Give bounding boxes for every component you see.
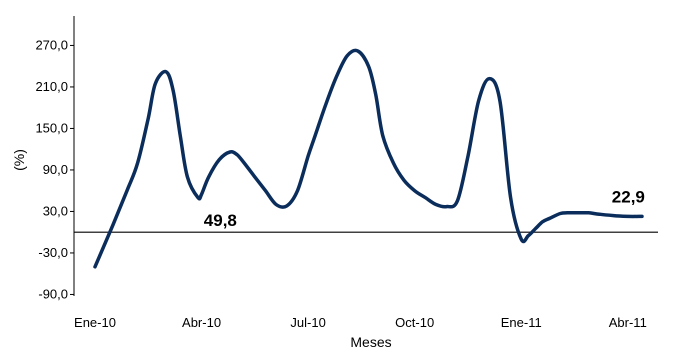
- x-tick-label: Jul-10: [290, 315, 325, 330]
- y-tick-label: 270,0: [35, 37, 68, 52]
- x-axis: Ene-10 Abr-10 Jul-10 Oct-10 Ene-11 Abr-11: [74, 231, 658, 330]
- data-label: 49,8: [204, 211, 237, 230]
- x-tick-label: Ene-11: [501, 315, 542, 330]
- y-tick-label: 210,0: [35, 79, 68, 94]
- x-tick-label: Abr-10: [182, 315, 221, 330]
- y-tick-label: -90,0: [38, 286, 68, 301]
- y-tick-label: 90,0: [43, 162, 68, 177]
- y-tick-label: 150,0: [35, 120, 68, 135]
- y-tick-label: 30,0: [43, 203, 68, 218]
- x-tick-label: Abr-11: [609, 315, 647, 330]
- y-axis: -90,0 -30,0 30,0 90,0 150,0 210,0 270,0: [35, 16, 75, 301]
- y-tick-label: -30,0: [38, 245, 68, 260]
- x-tick-label: Oct-10: [395, 315, 434, 330]
- y-axis-title: (%): [11, 149, 27, 171]
- annotations: 49,8 22,9: [204, 187, 645, 229]
- data-label: 22,9: [612, 187, 645, 206]
- x-tick-label: Ene-10: [74, 315, 116, 330]
- series-line: [93, 48, 644, 269]
- series-group: [93, 48, 644, 269]
- x-axis-title: Meses: [350, 334, 391, 349]
